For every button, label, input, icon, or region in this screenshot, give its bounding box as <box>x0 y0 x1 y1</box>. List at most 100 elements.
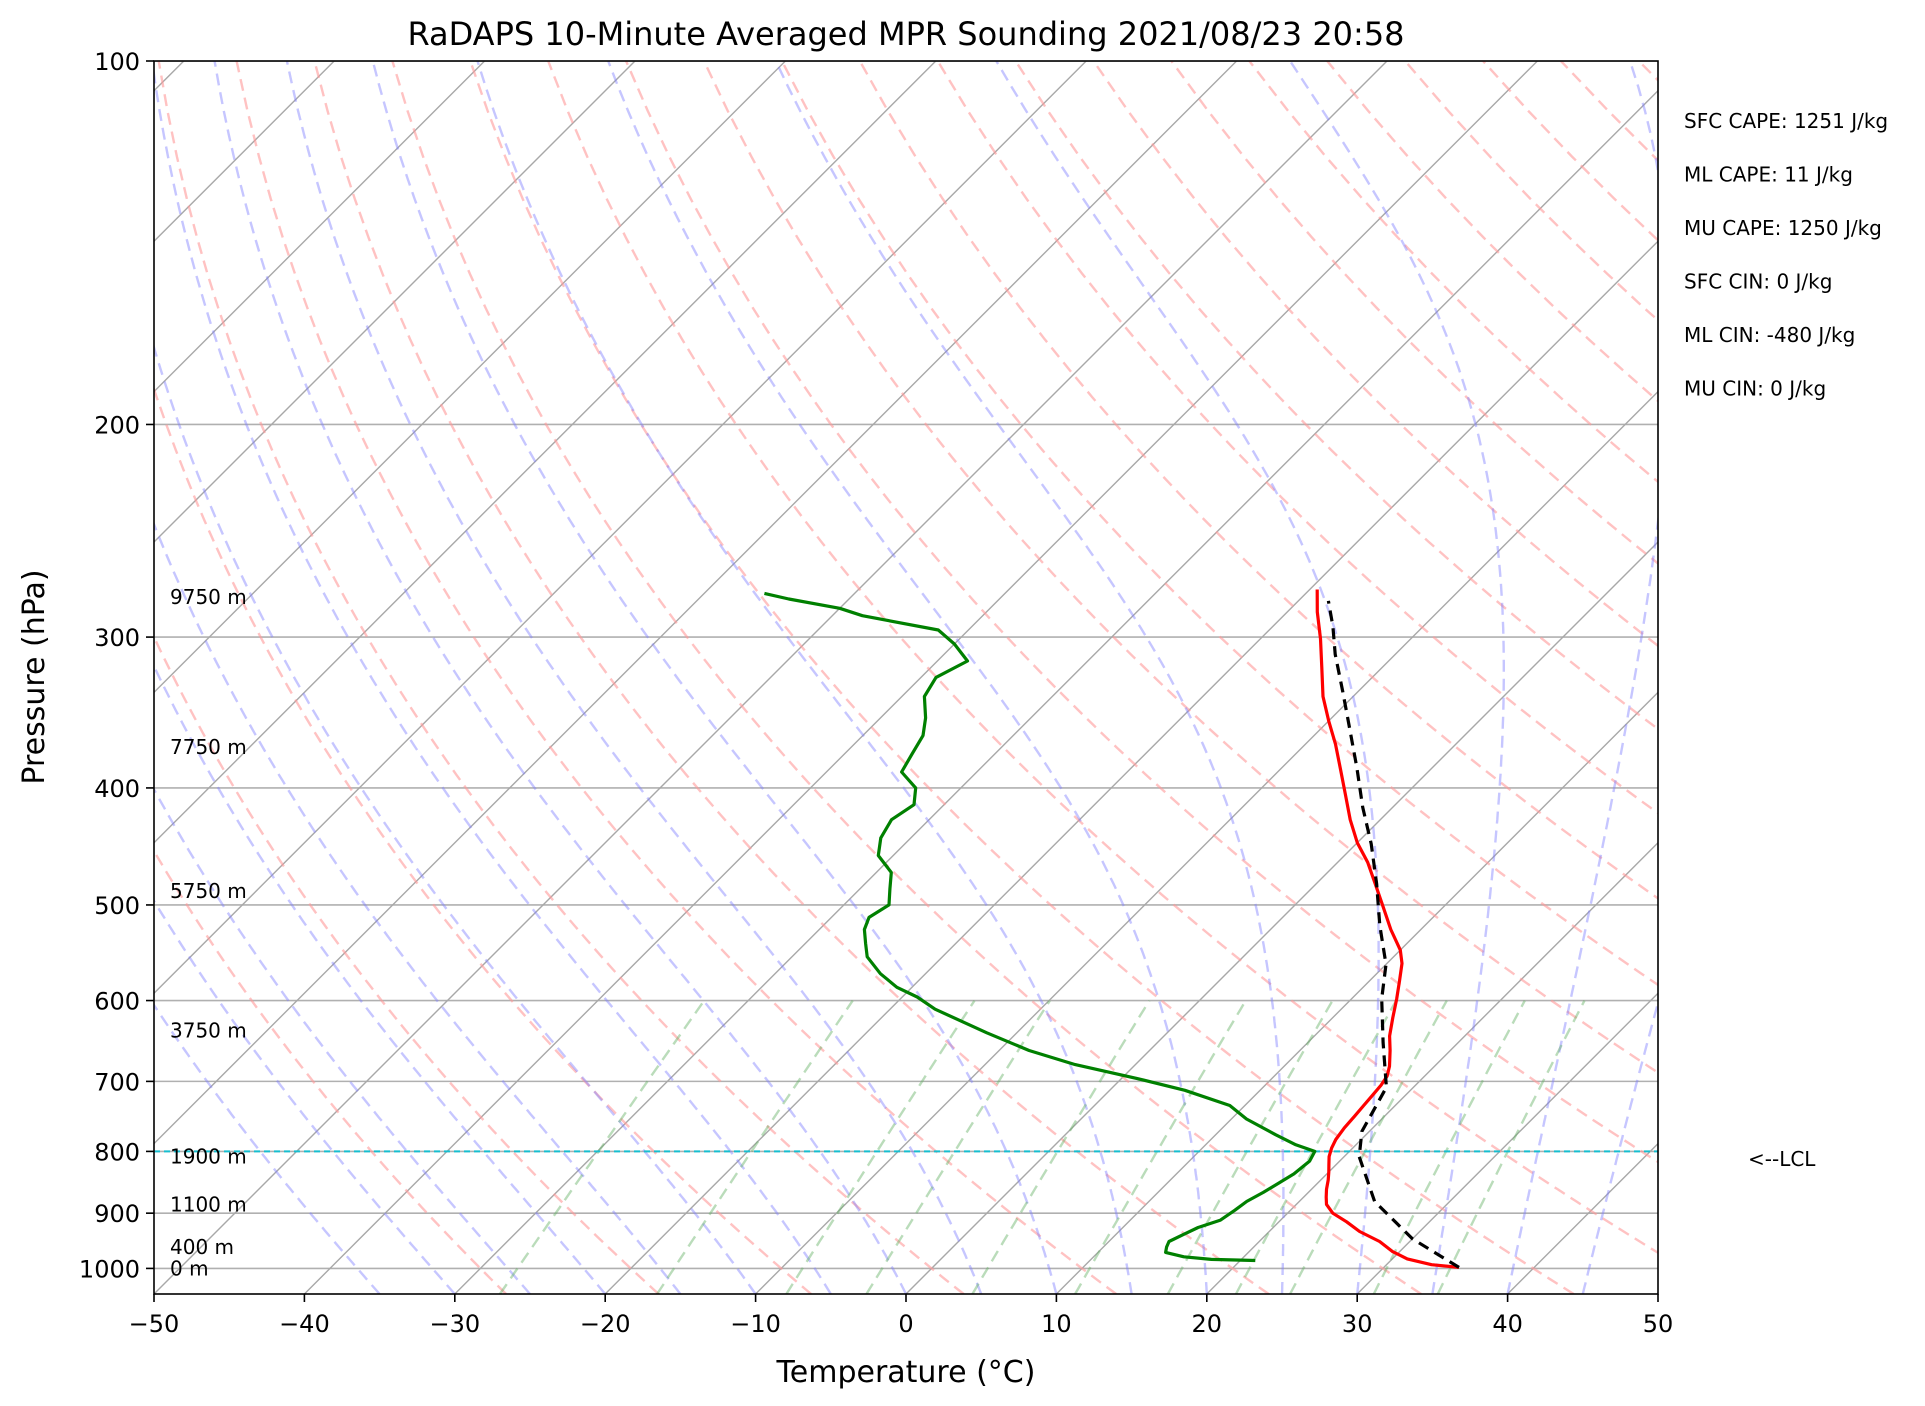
x-tick-label: −30 <box>429 1310 480 1338</box>
isotherm-line <box>1055 691 1658 1294</box>
moist-adiabat-line <box>607 61 1208 1294</box>
dry-adiabat-line <box>624 61 1658 1164</box>
dry-adiabat-line <box>235 61 1117 1294</box>
temperature-line <box>1315 589 1460 1269</box>
mixing-ratio-line <box>785 999 976 1294</box>
isotherm-line <box>1657 1293 1658 1294</box>
stat-line: ML CAPE: 11 J/kg <box>1684 163 1853 187</box>
dry-adiabat-line <box>469 61 1575 1294</box>
moist-adiabat-line <box>285 61 983 1294</box>
y-tick-label: 1000 <box>79 1255 140 1283</box>
y-tick-label: 700 <box>94 1068 140 1096</box>
dry-adiabat-line <box>391 61 1422 1294</box>
height-label: 3750 m <box>170 1018 247 1042</box>
dry-adiabat-line <box>313 61 1270 1294</box>
moist-adiabat-line <box>371 61 1058 1294</box>
stat-line: SFC CIN: 0 J/kg <box>1684 270 1832 294</box>
y-tick-label: 200 <box>94 411 140 439</box>
isotherm-line <box>154 61 1087 995</box>
x-tick-label: −10 <box>730 1310 781 1338</box>
dry-adiabat-line <box>1248 61 1658 484</box>
x-tick-label: 10 <box>1041 1310 1072 1338</box>
dry-adiabat-line <box>1482 61 1658 242</box>
isotherm-line <box>905 541 1658 1294</box>
isotherm-line <box>154 61 786 694</box>
y-tick-label: 600 <box>94 988 140 1016</box>
dry-adiabat-line <box>1717 61 1925 1294</box>
y-tick-label: 400 <box>94 775 140 803</box>
moist-adiabat-line <box>1656 1289 1658 1294</box>
moist-adiabat-line <box>154 663 607 1294</box>
height-label: 400 m <box>170 1235 234 1259</box>
moist-adiabat-line <box>476 61 1133 1294</box>
moist-adiabat-line <box>1506 61 1658 1294</box>
mixing-ratio-line <box>1234 1000 1398 1294</box>
moist-adiabat-line <box>774 61 1285 1294</box>
isotherm-line <box>154 61 636 543</box>
x-tick-label: −20 <box>580 1310 631 1338</box>
y-tick-label: 900 <box>94 1200 140 1228</box>
isotherm-line <box>154 61 937 844</box>
y-axis: 100 200 300 400 500 600 700 800 900 1000 <box>79 48 154 1283</box>
x-tick-label: 40 <box>1492 1310 1523 1338</box>
isotherm-line <box>1356 992 1658 1294</box>
mixing-ratio-line <box>498 999 706 1294</box>
y-axis-title: Pressure (hPa) <box>17 569 52 784</box>
height-label: 9750 m <box>170 585 247 609</box>
stats-panel: SFC CAPE: 1251 J/kg ML CAPE: 11 J/kg MU CA… <box>1684 109 1888 401</box>
isotherm-line <box>303 61 1538 1294</box>
moist-adiabat-line <box>154 343 757 1294</box>
dry-adiabat-line <box>1637 61 1658 83</box>
mixing-ratio-line <box>865 999 1051 1294</box>
chart-title: RaDAPS 10-Minute Averaged MPR Sounding 2… <box>407 15 1404 53</box>
dry-adiabat-line <box>1326 61 1658 403</box>
height-label: 1100 m <box>170 1192 247 1216</box>
stat-line: MU CAPE: 1250 J/kg <box>1684 216 1882 240</box>
x-tick-label: −40 <box>279 1310 330 1338</box>
dry-adiabat-line <box>1170 61 1658 565</box>
plot-frame <box>153 60 1659 1295</box>
x-tick-label: 30 <box>1342 1310 1373 1338</box>
moist-adiabat-line <box>154 786 531 1294</box>
moist-adiabat-line <box>154 65 832 1294</box>
dry-adiabat-line <box>858 61 1658 900</box>
mixing-ratio-line <box>971 999 1151 1294</box>
dry-adiabat-line <box>154 385 812 1294</box>
dry-adiabat-line <box>1092 61 1658 648</box>
x-axis-title: Temperature (°C) <box>776 1355 1036 1390</box>
moist-adiabat-line <box>1581 998 1658 1294</box>
dry-adiabat-line <box>157 61 965 1294</box>
isotherm-line <box>1808 61 1925 1294</box>
moist-adiabat-line <box>154 898 456 1294</box>
data-lines <box>154 589 1658 1269</box>
x-axis: −50 −40 −30 −20 −10 0 10 20 30 40 50 <box>129 1294 1673 1338</box>
mixing-ratio-line <box>1436 1000 1586 1294</box>
y-tick-label: 300 <box>94 624 140 652</box>
height-label: 5750 m <box>170 879 247 903</box>
dry-adiabat-line <box>154 848 507 1294</box>
stat-line: ML CIN: -480 J/kg <box>1684 323 1855 347</box>
mixing-ratio-line <box>1166 999 1334 1294</box>
y-tick-label: 500 <box>94 892 140 920</box>
isotherm-line <box>604 240 1658 1294</box>
moist-adiabat-line <box>995 61 1380 1294</box>
stat-line: SFC CAPE: 1251 J/kg <box>1684 109 1888 133</box>
isotherm-line <box>1507 1142 1658 1294</box>
mixing-ratio-line <box>1372 1000 1526 1294</box>
mixing-ratio-line <box>1289 1000 1448 1294</box>
dry-adiabat-line <box>780 61 1658 987</box>
dry-adiabat-line <box>547 61 1658 1255</box>
dewpoint-line <box>764 591 1317 1263</box>
mixing-ratio-line <box>1074 999 1247 1294</box>
isotherm-line <box>154 61 1238 1145</box>
isotherm-line <box>1206 841 1658 1294</box>
dry-adiabat-line <box>702 61 1658 1075</box>
isotherm-line <box>755 390 1658 1294</box>
stat-line: MU CIN: 0 J/kg <box>1684 377 1826 401</box>
dry-adiabat-line <box>1014 61 1658 731</box>
height-label: 1900 m <box>170 1145 247 1169</box>
background-lines <box>154 61 1925 1294</box>
mixing-ratio-line <box>656 999 854 1294</box>
